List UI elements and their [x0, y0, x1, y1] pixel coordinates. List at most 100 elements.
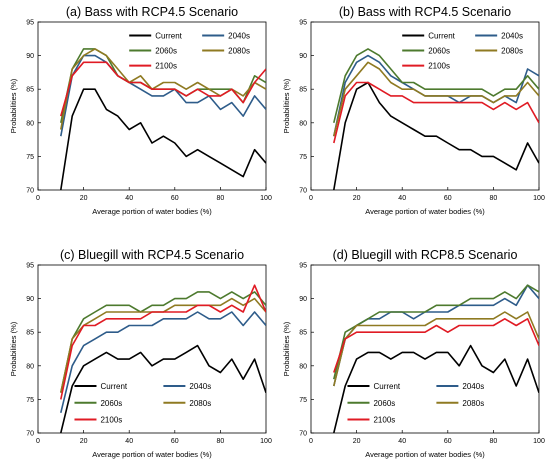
x-tick-label: 0: [36, 195, 40, 202]
chart-panel-2: (b) Bass with RCP4.5 Scenario 0 20 40 60 80 10…: [282, 5, 545, 216]
y-tick-label: 80: [299, 363, 307, 370]
y-tick-label: 75: [299, 154, 307, 161]
y-tick-label: 80: [26, 120, 34, 127]
series-line-current: [60, 344, 266, 433]
x-tick-label: 20: [353, 195, 361, 202]
x-tick-label: 80: [217, 195, 225, 202]
y-tick-label: 90: [26, 53, 34, 60]
x-axis-label: Average portion of water bodies (%): [365, 450, 485, 459]
chart-title: (c) Bluegill with RCP4.5 Scenario: [60, 248, 244, 262]
legend-entry: 2100s: [100, 416, 122, 425]
series-line-2080s: [333, 61, 539, 137]
x-tick-label: 40: [398, 195, 406, 202]
legend-entry: 2060s: [428, 47, 450, 56]
y-tick-label: 70: [26, 188, 34, 195]
y-tick-label: 85: [26, 330, 34, 337]
plot-area: [37, 21, 267, 191]
legend-entry: 2080s: [462, 399, 484, 408]
chart-panel-4: (d) Bluegill with RCP8.5 Scenario 0 20 40 60…: [282, 248, 545, 459]
chart-title: (a) Bass with RCP4.5 Scenario: [66, 5, 238, 19]
y-axis-label: Probabilities (%): [282, 321, 291, 376]
series-line-2040s: [60, 311, 266, 413]
plot-area: [310, 21, 540, 191]
legend-entry: 2100s: [373, 416, 395, 425]
y-tick-label: 95: [26, 263, 34, 270]
y-tick-label: 95: [299, 20, 307, 27]
legend-entry: 2060s: [100, 399, 122, 408]
y-tick-label: 85: [299, 330, 307, 337]
y-tick-label: 85: [26, 87, 34, 94]
series-line-2060s: [333, 48, 539, 123]
y-tick-label: 75: [26, 397, 34, 404]
series-line-2040s: [60, 54, 266, 137]
y-tick-label: 70: [26, 431, 34, 438]
x-tick-label: 60: [444, 438, 452, 445]
chart-panel-3: (c) Bluegill with RCP4.5 Scenario 0 20 40 60…: [9, 248, 272, 459]
x-tick-label: 100: [260, 438, 272, 445]
x-tick-label: 60: [171, 438, 179, 445]
y-tick-label: 90: [26, 296, 34, 303]
x-axis-label: Average portion of water bodies (%): [365, 207, 485, 216]
x-axis-label: Average portion of water bodies (%): [92, 450, 212, 459]
series-line-2060s: [60, 48, 266, 123]
x-tick-label: 60: [171, 195, 179, 202]
legend-entry: 2040s: [228, 31, 250, 40]
legend-entry: 2100s: [428, 62, 450, 71]
y-tick-label: 85: [299, 87, 307, 94]
legend-entry: 2040s: [462, 382, 484, 391]
series-line-2100s: [60, 61, 266, 117]
plot-area: [37, 264, 267, 434]
y-tick-label: 90: [299, 53, 307, 60]
y-tick-label: 90: [299, 296, 307, 303]
chart-title: (b) Bass with RCP4.5 Scenario: [339, 5, 511, 19]
legend-entry: Current: [155, 31, 182, 40]
x-tick-label: 20: [80, 195, 88, 202]
y-tick-label: 80: [299, 120, 307, 127]
legend-entry: 2080s: [501, 47, 523, 56]
x-tick-label: 40: [125, 438, 133, 445]
legend-entry: 2060s: [373, 399, 395, 408]
series-line-2100s: [333, 318, 539, 373]
x-tick-label: 40: [398, 438, 406, 445]
y-axis-label: Probabilities (%): [9, 78, 18, 133]
x-tick-label: 0: [309, 195, 313, 202]
legend-entry: 2080s: [189, 399, 211, 408]
y-tick-label: 95: [26, 20, 34, 27]
legend-entry: 2060s: [155, 47, 177, 56]
chart-panel-1: (a) Bass with RCP4.5 Scenario 0 20 40 60 80 10…: [9, 5, 272, 216]
x-tick-label: 40: [125, 195, 133, 202]
y-axis-label: Probabilities (%): [282, 78, 291, 133]
x-tick-label: 60: [444, 195, 452, 202]
x-axis-label: Average portion of water bodies (%): [92, 207, 212, 216]
series-line-2100s: [333, 81, 539, 144]
legend-entry: Current: [100, 382, 127, 391]
legend-entry: Current: [373, 382, 400, 391]
x-tick-label: 80: [490, 438, 498, 445]
series-line-current: [60, 88, 266, 190]
chart-title: (d) Bluegill with RCP8.5 Scenario: [333, 248, 518, 262]
x-tick-label: 0: [36, 438, 40, 445]
x-tick-label: 20: [80, 438, 88, 445]
series-line-2040s: [333, 284, 539, 387]
legend-entry: 2080s: [228, 47, 250, 56]
legend-entry: 2040s: [189, 382, 211, 391]
x-tick-label: 0: [309, 438, 313, 445]
y-tick-label: 75: [299, 397, 307, 404]
legend-entry: 2040s: [501, 31, 523, 40]
plot-area: [310, 264, 540, 434]
series-line-current: [333, 344, 539, 433]
x-tick-label: 80: [217, 438, 225, 445]
x-tick-label: 100: [533, 195, 545, 202]
legend-entry: Current: [428, 31, 455, 40]
x-tick-label: 20: [353, 438, 361, 445]
legend-entry: 2100s: [155, 62, 177, 71]
series-line-2060s: [333, 284, 539, 380]
x-tick-label: 100: [533, 438, 545, 445]
series-line-2060s: [60, 291, 266, 393]
y-axis-label: Probabilities (%): [9, 321, 18, 376]
y-tick-label: 75: [26, 154, 34, 161]
y-tick-label: 95: [299, 263, 307, 270]
y-tick-label: 70: [299, 431, 307, 438]
series-line-2080s: [333, 311, 539, 387]
